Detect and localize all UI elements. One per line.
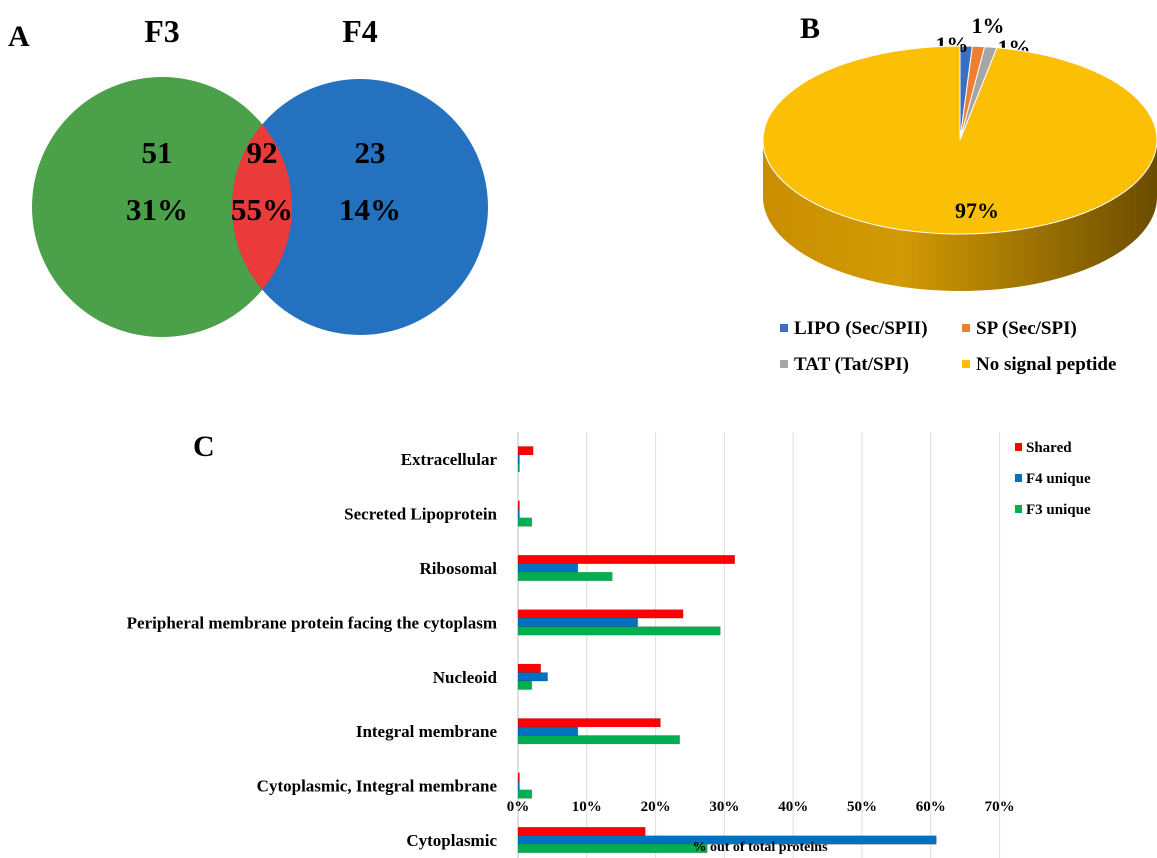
x-tick-label: 50% bbox=[847, 799, 877, 815]
venn-title-f3: F3 bbox=[144, 13, 180, 49]
category-label: Integral membrane bbox=[356, 722, 498, 741]
pie-slice-3 bbox=[762, 45, 1157, 235]
bar-shared bbox=[517, 663, 541, 673]
pie-label-1: 1% bbox=[972, 13, 1005, 38]
bar-shared bbox=[517, 772, 520, 782]
bar-f3-unique bbox=[517, 789, 533, 799]
bar-shared bbox=[517, 609, 684, 619]
pie-side bbox=[763, 140, 1157, 291]
pie-legend-swatch-2 bbox=[780, 360, 788, 368]
bar-f3-unique bbox=[517, 680, 533, 690]
pie-legend-label-2: TAT (Tat/SPI) bbox=[794, 354, 909, 375]
panel-label-b: B bbox=[800, 12, 820, 45]
category-label: Ribosomal bbox=[420, 559, 498, 578]
x-axis-title: % out of total proteins bbox=[692, 840, 828, 855]
pie-legend-swatch-3 bbox=[962, 360, 970, 368]
bar-legend-label-1: F4 unique bbox=[1026, 471, 1091, 487]
pie-label-3: 97% bbox=[955, 198, 999, 223]
bar-legend-swatch-2 bbox=[1015, 505, 1022, 513]
bar-f4-unique bbox=[517, 835, 937, 845]
panel-label-a: A bbox=[8, 20, 30, 53]
venn-circle-f3 bbox=[32, 77, 292, 337]
bar-f4-unique bbox=[517, 726, 579, 736]
bar-f3-unique bbox=[517, 517, 533, 527]
bar-f3-unique bbox=[517, 463, 520, 473]
bar-legend-label-2: F3 unique bbox=[1026, 502, 1091, 518]
venn-diagram: F3 F4 51 31% 92 55% 23 14% bbox=[32, 13, 488, 337]
bar-f4-unique bbox=[517, 617, 638, 627]
venn-count-2: 23 bbox=[355, 135, 386, 170]
bar-f4-unique bbox=[517, 509, 520, 519]
bar-f4-unique bbox=[517, 781, 520, 791]
venn-circle-f4 bbox=[232, 79, 488, 335]
pie-legend-label-0: LIPO (Sec/SPII) bbox=[794, 318, 928, 339]
x-tick-label: 60% bbox=[916, 799, 946, 815]
bar-f4-unique bbox=[517, 672, 548, 682]
pie-legend-label-1: SP (Sec/SPI) bbox=[976, 318, 1077, 339]
pie-chart: 1%1%1%97%LIPO (Sec/SPII) SP (Sec/SPI)TAT … bbox=[762, 13, 1157, 375]
bar-shared bbox=[517, 500, 520, 510]
bar-shared bbox=[517, 446, 534, 456]
category-label: Extracellular bbox=[401, 450, 498, 469]
category-label: Secreted Lipoprotein bbox=[344, 505, 497, 524]
pie-legend-swatch-0 bbox=[780, 324, 788, 332]
x-tick-label: 30% bbox=[709, 799, 739, 815]
bar-legend-label-0: Shared bbox=[1026, 440, 1072, 456]
venn-count-1: 92 bbox=[247, 135, 278, 170]
venn-percent-0: 31% bbox=[126, 192, 188, 227]
bar-shared bbox=[517, 555, 735, 564]
bar-shared bbox=[517, 827, 646, 836]
bar-legend-swatch-1 bbox=[1015, 474, 1022, 482]
venn-intersection bbox=[232, 124, 292, 290]
bar-shared bbox=[517, 718, 661, 728]
bar-legend-swatch-0 bbox=[1015, 443, 1022, 451]
venn-percent-1: 55% bbox=[231, 192, 293, 227]
venn-percent-2: 14% bbox=[339, 192, 401, 227]
pie-legend-label-3: No signal peptide bbox=[976, 354, 1116, 375]
bar-f3-unique bbox=[517, 626, 721, 636]
bar-f3-unique bbox=[517, 844, 708, 853]
venn-title-f4: F4 bbox=[342, 13, 378, 49]
bar-f4-unique bbox=[517, 563, 579, 573]
bar-chart: Extracellular Secreted Lipoprotein Ribosom… bbox=[127, 432, 1091, 858]
bar-f3-unique bbox=[517, 735, 680, 745]
bar-f4-unique bbox=[517, 454, 520, 464]
x-tick-label: 40% bbox=[778, 799, 808, 815]
x-tick-label: 0% bbox=[507, 799, 530, 815]
pie-legend-swatch-1 bbox=[962, 324, 970, 332]
category-label: Cytoplasmic bbox=[406, 831, 497, 850]
bar-f3-unique bbox=[517, 572, 613, 581]
category-label: Cytoplasmic, Integral membrane bbox=[257, 777, 498, 796]
x-tick-label: 20% bbox=[641, 799, 671, 815]
x-tick-label: 10% bbox=[572, 799, 602, 815]
category-label: Nucleoid bbox=[433, 668, 498, 687]
x-tick-label: 70% bbox=[985, 799, 1015, 815]
panel-label-c: C bbox=[193, 430, 215, 463]
venn-count-0: 51 bbox=[142, 135, 173, 170]
category-label: Peripheral membrane protein facing the c… bbox=[127, 613, 497, 632]
